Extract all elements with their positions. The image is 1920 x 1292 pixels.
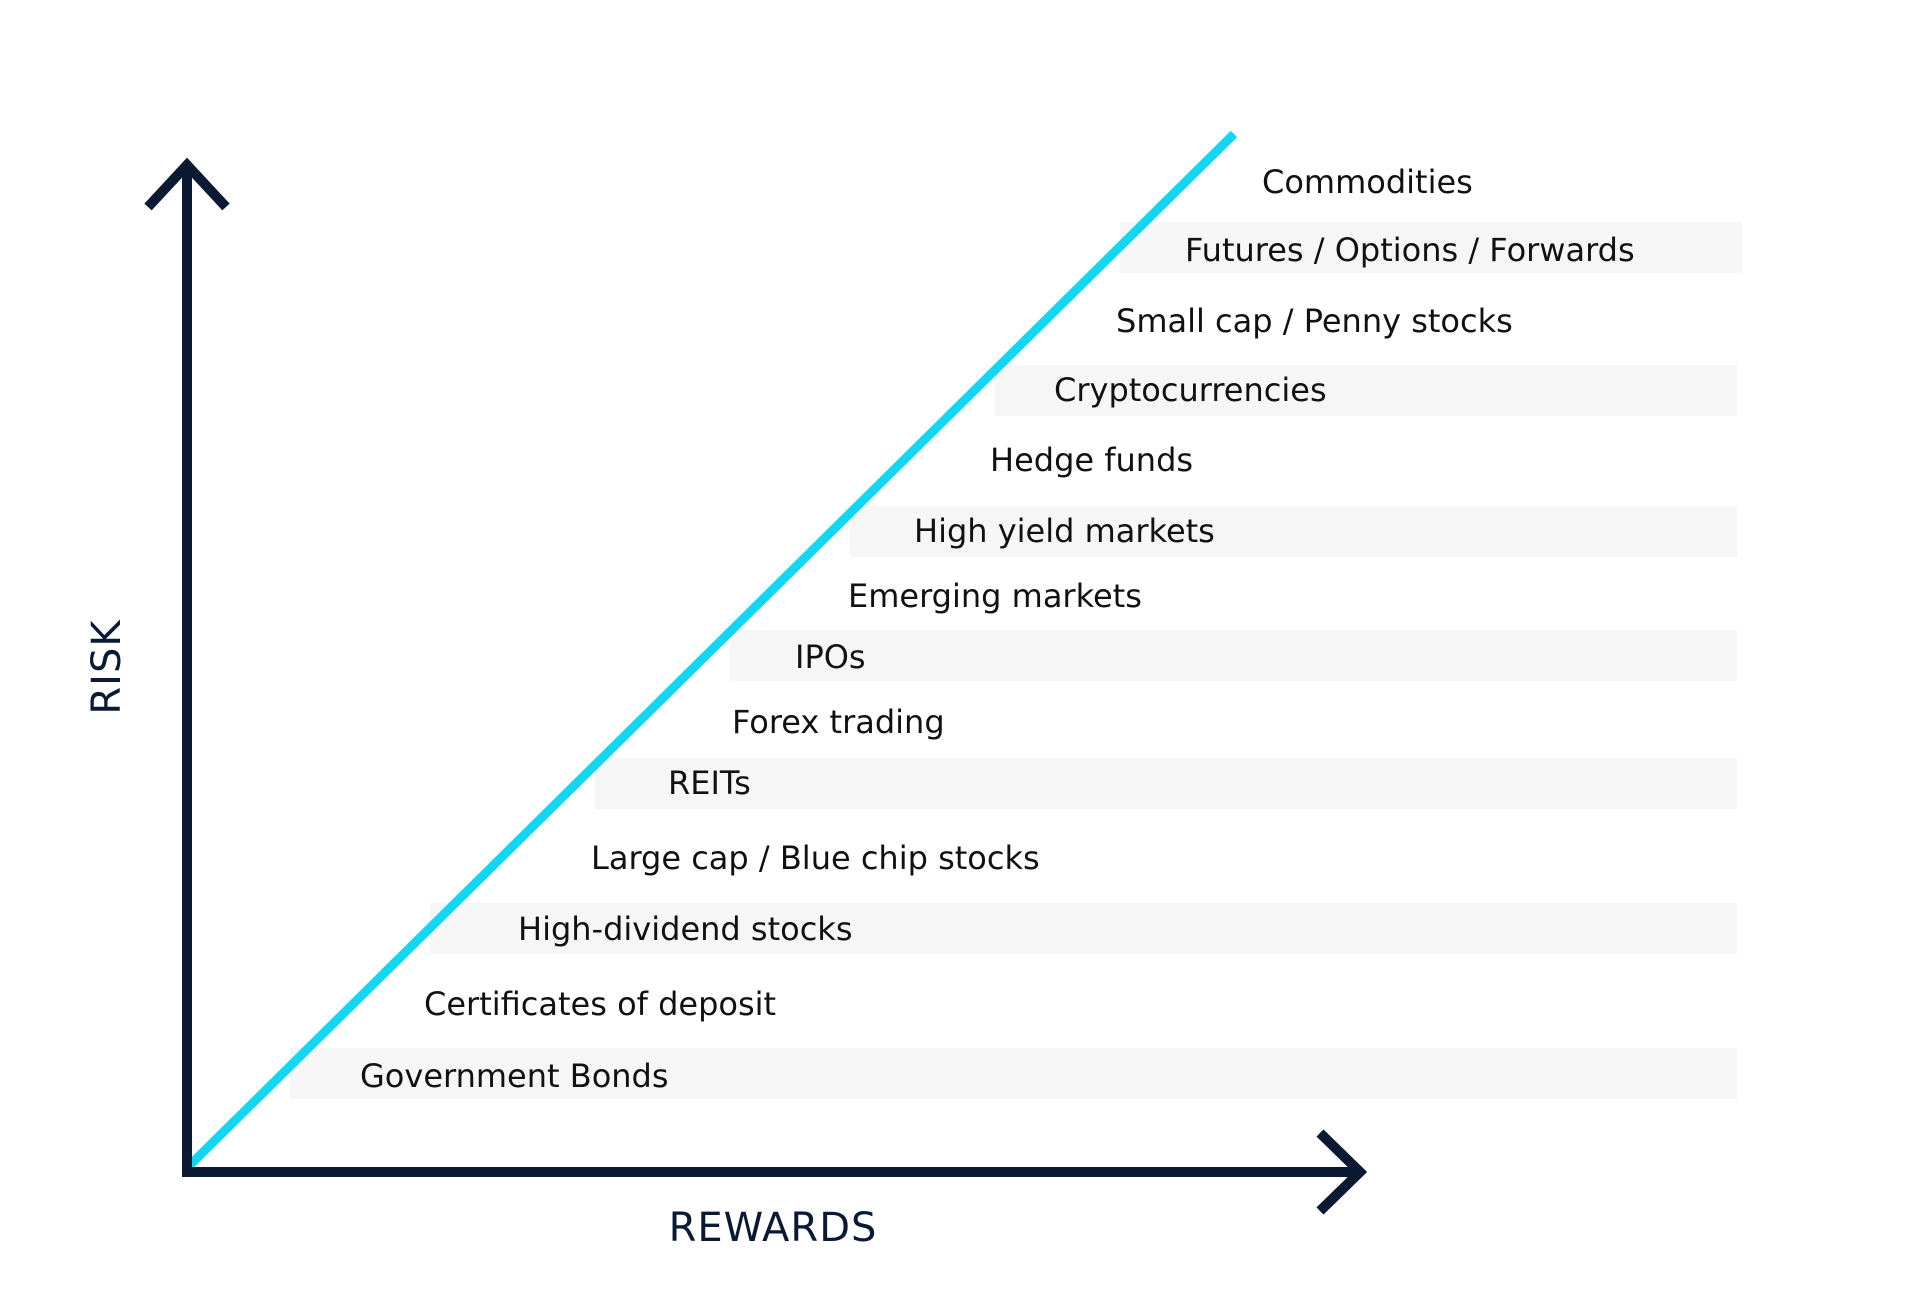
item-label-futures-options-forwards: Futures / Options / Forwards bbox=[1185, 231, 1635, 269]
item-label-high-dividend-stocks: High-dividend stocks bbox=[518, 910, 852, 948]
row-band bbox=[1120, 222, 1742, 273]
item-label-reits: REITs bbox=[668, 764, 751, 802]
row-band bbox=[730, 630, 1737, 681]
row-band bbox=[995, 365, 1737, 416]
risk-reward-trend-line bbox=[186, 130, 1238, 1169]
row-bands bbox=[290, 222, 1742, 1099]
row-band bbox=[290, 1048, 1737, 1099]
item-label-cryptocurrencies: Cryptocurrencies bbox=[1054, 371, 1327, 409]
item-label-government-bonds: Government Bonds bbox=[360, 1057, 669, 1095]
row-band bbox=[850, 506, 1737, 557]
item-label-emerging-markets: Emerging markets bbox=[848, 577, 1142, 615]
x-axis-arrowhead bbox=[1316, 1129, 1368, 1215]
item-label-small-cap-penny-stocks: Small cap / Penny stocks bbox=[1116, 302, 1513, 340]
item-label-forex-trading: Forex trading bbox=[732, 703, 945, 741]
item-label-high-yield-markets: High yield markets bbox=[914, 512, 1215, 550]
item-label-commodities: Commodities bbox=[1262, 163, 1473, 201]
item-label-ipos: IPOs bbox=[795, 638, 866, 676]
y-axis-arrowhead bbox=[144, 157, 230, 211]
x-axis-label: REWARDS bbox=[669, 1205, 878, 1251]
axes bbox=[144, 157, 1368, 1215]
row-band bbox=[595, 758, 1737, 809]
item-label-hedge-funds: Hedge funds bbox=[990, 441, 1193, 479]
item-label-large-cap-blue-chip-stocks: Large cap / Blue chip stocks bbox=[591, 839, 1040, 877]
row-band bbox=[430, 903, 1737, 954]
investment-labels: Commodities Futures / Options / Forwards… bbox=[360, 163, 1635, 1095]
item-label-certificates-of-deposit: Certificates of deposit bbox=[424, 985, 776, 1023]
y-axis-label: RISK bbox=[84, 619, 130, 715]
